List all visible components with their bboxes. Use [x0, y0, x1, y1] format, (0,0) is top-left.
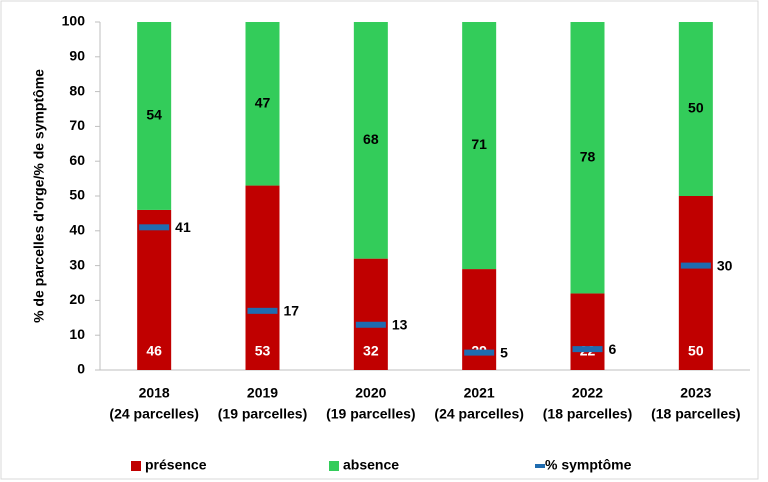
symptom-marker	[572, 346, 603, 353]
x-tick-label: 2020	[355, 385, 386, 401]
y-tick-label: 10	[69, 326, 85, 342]
y-tick-label: 100	[62, 13, 86, 29]
data-label: 68	[363, 131, 379, 147]
data-label: 6	[609, 341, 617, 357]
x-tick-label: 2018	[139, 385, 170, 401]
legend-label: absence	[343, 457, 399, 473]
x-tick-label: 2021	[464, 385, 495, 401]
bar-segment	[245, 185, 280, 370]
data-label: 54	[146, 107, 162, 123]
y-tick-label: 20	[69, 291, 85, 307]
x-tick-label: 2022	[572, 385, 603, 401]
y-tick-label: 90	[69, 48, 85, 64]
data-label: 50	[688, 343, 704, 359]
legend-swatch	[535, 464, 545, 468]
data-label: 5	[500, 344, 508, 360]
y-tick-label: 40	[69, 222, 85, 238]
legend-swatch	[329, 461, 339, 471]
x-tick-label: 2019	[247, 385, 278, 401]
bar-segment	[462, 22, 497, 270]
y-tick-label: 80	[69, 82, 85, 98]
y-tick-label: 70	[69, 117, 85, 133]
bar-segment	[570, 22, 605, 294]
bar-segment	[245, 22, 280, 186]
bar-segment	[570, 293, 605, 370]
symptom-marker	[139, 224, 170, 231]
bar-segment	[137, 209, 172, 370]
data-label: 47	[255, 94, 271, 110]
data-label: 53	[255, 343, 271, 359]
x-tick-label: 2023	[680, 385, 711, 401]
data-label: 46	[146, 343, 162, 359]
data-label: 32	[363, 343, 379, 359]
y-tick-label: 60	[69, 152, 85, 168]
bar-segment	[353, 22, 388, 259]
data-label: 71	[471, 136, 487, 152]
legend-label: % symptôme	[545, 457, 632, 473]
symptom-marker	[247, 307, 278, 314]
bar-segment	[678, 22, 713, 196]
data-label: 41	[175, 219, 191, 235]
data-label: 30	[717, 257, 733, 273]
y-tick-label: 30	[69, 256, 85, 272]
x-tick-label: (24 parcelles)	[109, 406, 199, 422]
data-label: 17	[284, 303, 300, 319]
data-label: 78	[580, 148, 596, 164]
legend-label: présence	[145, 457, 207, 473]
symptom-marker	[355, 321, 386, 328]
y-tick-label: 0	[77, 361, 85, 377]
x-tick-label: (19 parcelles)	[218, 406, 308, 422]
data-label: 13	[392, 316, 408, 332]
x-tick-label: (19 parcelles)	[326, 406, 416, 422]
bar-segment	[137, 22, 172, 210]
legend-swatch	[131, 461, 141, 471]
symptom-marker	[680, 262, 711, 269]
y-axis-label: % de parcelles d'orge/% de symptôme	[31, 69, 47, 323]
x-tick-label: (18 parcelles)	[651, 406, 741, 422]
y-tick-label: 50	[69, 187, 85, 203]
data-label: 50	[688, 100, 704, 116]
x-tick-label: (24 parcelles)	[434, 406, 524, 422]
bar-segment	[678, 196, 713, 370]
bar-segment	[353, 258, 388, 370]
x-tick-label: (18 parcelles)	[543, 406, 633, 422]
symptom-marker	[464, 349, 495, 356]
